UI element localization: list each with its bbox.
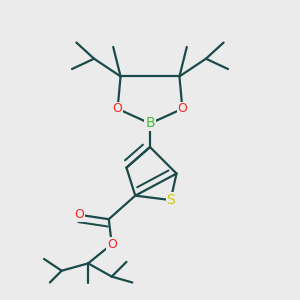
Text: O: O (113, 102, 122, 115)
Text: S: S (166, 193, 175, 207)
Text: O: O (107, 238, 117, 251)
Text: O: O (74, 208, 84, 221)
Text: B: B (145, 116, 155, 130)
Text: O: O (178, 102, 187, 115)
